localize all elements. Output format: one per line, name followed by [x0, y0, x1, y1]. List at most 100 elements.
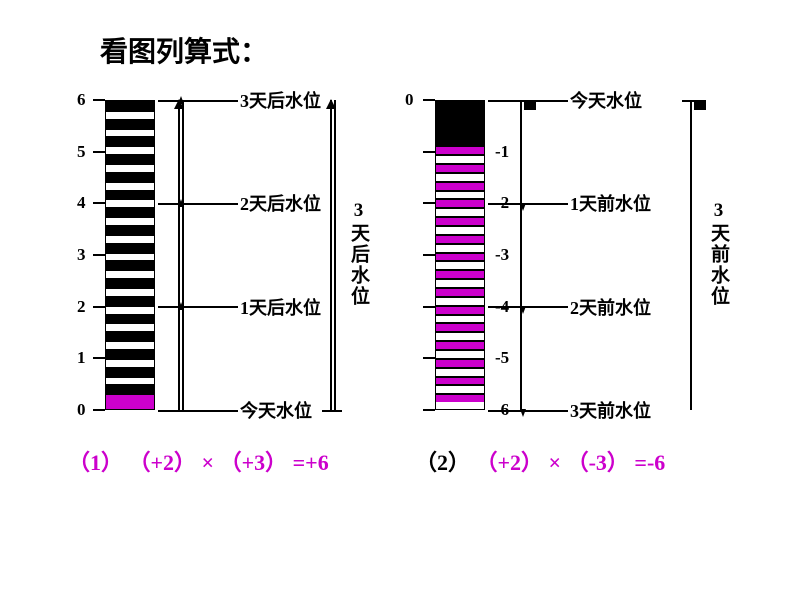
ruler-stripe — [436, 190, 484, 199]
axis-tick-label: 6 — [77, 90, 86, 110]
ruler-stripe — [436, 278, 484, 287]
arrow-base — [322, 410, 342, 412]
guide-line — [158, 306, 238, 308]
ruler-stripe — [106, 198, 154, 207]
ruler-stripe — [106, 207, 154, 216]
ruler-stripe — [106, 128, 154, 137]
ruler-stripe — [436, 349, 484, 358]
equation-1: （1） （+2） × （+3） =+6 — [68, 445, 329, 477]
chart-left: 6543210 3天后水位2天后水位1天后水位今天水位 3天后水位 — [50, 90, 390, 420]
ruler-stripe — [106, 110, 154, 119]
eq-prefix: （2） — [415, 450, 470, 475]
ruler-stripe — [106, 252, 154, 261]
ruler-stripe — [436, 110, 484, 119]
ruler-stripe — [436, 393, 484, 402]
ruler-stripe — [106, 163, 154, 172]
ruler-stripe — [106, 376, 154, 385]
axis-tick — [93, 151, 105, 153]
page-title: 看图列算式： — [100, 30, 268, 70]
ruler-stripe — [106, 305, 154, 314]
ruler-left — [105, 100, 155, 410]
ruler-stripe — [436, 384, 484, 393]
ruler-stripe — [436, 128, 484, 137]
ruler-stripe — [106, 393, 154, 402]
ruler-stripe — [436, 287, 484, 296]
axis-tick-label: 0 — [405, 90, 414, 110]
ruler-stripe — [106, 269, 154, 278]
ruler-stripe — [436, 198, 484, 207]
ruler-stripe — [106, 154, 154, 163]
chart-right: 0-1-2-3-4-5-6 今天水位1天前水位2天前水位3天前水位 3天前水位 — [400, 90, 750, 420]
axis-tick — [423, 306, 435, 308]
ruler-stripe — [106, 367, 154, 376]
axis-tick-label: 4 — [77, 193, 86, 213]
eq-prefix: （1） — [68, 450, 123, 475]
ruler-stripe — [106, 314, 154, 323]
axis-tick-label: -1 — [495, 142, 509, 162]
ruler-stripe — [106, 181, 154, 190]
level-label: 3天前水位 — [570, 397, 651, 423]
ruler-stripe — [436, 367, 484, 376]
level-label: 今天水位 — [240, 397, 312, 423]
ruler-stripe — [436, 322, 484, 331]
arrowheads-left — [172, 96, 190, 414]
axis-tick — [93, 357, 105, 359]
big-arrow-label-left: 3天后水位 — [345, 200, 372, 307]
ruler-stripe — [436, 154, 484, 163]
ruler-stripe — [106, 340, 154, 349]
arrowheads-right — [514, 96, 532, 418]
ruler-stripe — [106, 234, 154, 243]
ruler-stripe — [436, 243, 484, 252]
ruler-stripe — [436, 305, 484, 314]
axis-tick-label: 5 — [77, 142, 86, 162]
ruler-stripe — [436, 145, 484, 154]
ruler-stripe — [106, 278, 154, 287]
axis-tick-label: 1 — [77, 348, 86, 368]
axis-tick-label: 0 — [77, 400, 86, 420]
axis-tick — [93, 409, 105, 411]
eq-body: （+2） × （-3） =-6 — [476, 450, 666, 475]
level-label: 1天前水位 — [570, 190, 651, 216]
ruler-stripe — [106, 101, 154, 110]
ruler-stripe — [436, 172, 484, 181]
axis-tick — [423, 254, 435, 256]
ruler-stripe — [106, 358, 154, 367]
axis-tick — [93, 306, 105, 308]
axis-tick-label: 2 — [77, 297, 86, 317]
ruler-stripe — [436, 234, 484, 243]
ruler-stripe — [436, 207, 484, 216]
ruler-stripe — [106, 216, 154, 225]
equation-2: （2） （+2） × （-3） =-6 — [415, 445, 665, 477]
eq-body: （+2） × （+3） =+6 — [129, 450, 329, 475]
ruler-right — [435, 100, 485, 410]
ruler-stripe — [106, 172, 154, 181]
ruler-stripe — [436, 296, 484, 305]
axis-tick-label: -5 — [495, 348, 509, 368]
ruler-stripe — [436, 376, 484, 385]
ruler-stripe — [436, 216, 484, 225]
ruler-stripe — [436, 136, 484, 145]
ruler-stripe — [106, 136, 154, 145]
ruler-stripe — [436, 358, 484, 367]
ruler-stripe — [106, 349, 154, 358]
ruler-stripe — [106, 331, 154, 340]
axis-tick — [423, 99, 435, 101]
ruler-stripe — [436, 314, 484, 323]
ruler-stripe — [106, 384, 154, 393]
guide-line — [158, 203, 238, 205]
ruler-stripe — [106, 260, 154, 269]
axis-tick — [93, 202, 105, 204]
big-arrow-label-right: 3天前水位 — [705, 200, 732, 307]
axis-tick-label: 3 — [77, 245, 86, 265]
ruler-stripe — [106, 119, 154, 128]
level-label: 今天水位 — [570, 87, 642, 113]
ruler-stripe — [106, 402, 154, 409]
ruler-stripe — [106, 145, 154, 154]
big-arrow-right — [690, 100, 692, 410]
ruler-stripe — [436, 331, 484, 340]
axis-tick — [423, 357, 435, 359]
ruler-stripe — [106, 296, 154, 305]
axis-tick — [93, 254, 105, 256]
axis-tick — [423, 202, 435, 204]
level-label: 2天前水位 — [570, 294, 651, 320]
